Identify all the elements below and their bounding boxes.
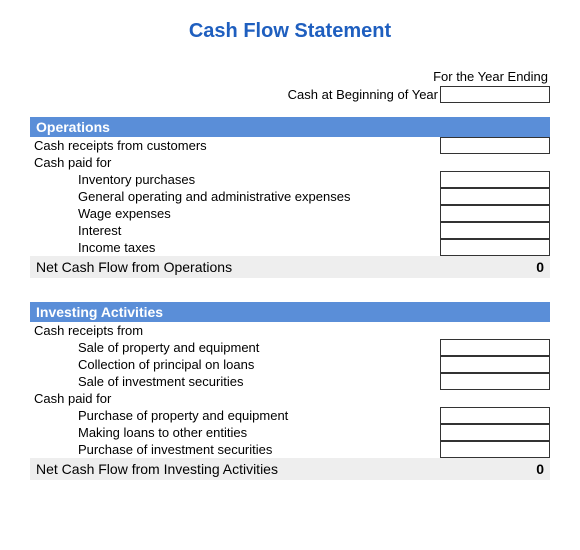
beginning-cash-input[interactable] xyxy=(440,86,550,103)
investing-loans-input[interactable] xyxy=(440,424,550,441)
beginning-cash-label: Cash at Beginning of Year xyxy=(288,87,440,102)
investing-collection-input[interactable] xyxy=(440,356,550,373)
investing-loans-label: Making loans to other entities xyxy=(30,425,440,440)
investing-header: Investing Activities xyxy=(30,302,550,322)
operations-taxes-input[interactable] xyxy=(440,239,550,256)
header-meta: For the Year Ending Cash at Beginning of… xyxy=(30,67,550,103)
page-title: Cash Flow Statement xyxy=(30,20,550,43)
investing-receipts-label: Cash receipts from xyxy=(30,323,550,338)
operations-interest-label: Interest xyxy=(30,223,440,238)
investing-title: Investing Activities xyxy=(36,304,163,320)
operations-inventory-input[interactable] xyxy=(440,171,550,188)
investing-sale-securities-input[interactable] xyxy=(440,373,550,390)
operations-interest-input[interactable] xyxy=(440,222,550,239)
operations-receipts-input[interactable] xyxy=(440,137,550,154)
operations-wage-label: Wage expenses xyxy=(30,206,440,221)
operations-subtotal-row: Net Cash Flow from Operations 0 xyxy=(30,256,550,278)
investing-purchase-securities-label: Purchase of investment securities xyxy=(30,442,440,457)
investing-sale-property-input[interactable] xyxy=(440,339,550,356)
operations-subtotal-value: 0 xyxy=(434,259,544,275)
operations-inventory-label: Inventory purchases xyxy=(30,172,440,187)
operations-title: Operations xyxy=(36,119,110,135)
investing-subtotal-row: Net Cash Flow from Investing Activities … xyxy=(30,458,550,480)
operations-general-input[interactable] xyxy=(440,188,550,205)
investing-subtotal-value: 0 xyxy=(434,461,544,477)
operations-paid-for-label: Cash paid for xyxy=(30,155,550,170)
investing-purchase-property-label: Purchase of property and equipment xyxy=(30,408,440,423)
year-ending-label: For the Year Ending xyxy=(433,69,550,84)
investing-paid-for-label: Cash paid for xyxy=(30,391,550,406)
investing-collection-label: Collection of principal on loans xyxy=(30,357,440,372)
operations-taxes-label: Income taxes xyxy=(30,240,440,255)
operations-subtotal-label: Net Cash Flow from Operations xyxy=(36,259,434,275)
operations-general-label: General operating and administrative exp… xyxy=(30,189,440,204)
operations-header: Operations xyxy=(30,117,550,137)
operations-receipts-label: Cash receipts from customers xyxy=(30,138,440,153)
investing-purchase-property-input[interactable] xyxy=(440,407,550,424)
investing-sale-property-label: Sale of property and equipment xyxy=(30,340,440,355)
investing-subtotal-label: Net Cash Flow from Investing Activities xyxy=(36,461,434,477)
operations-wage-input[interactable] xyxy=(440,205,550,222)
investing-purchase-securities-input[interactable] xyxy=(440,441,550,458)
investing-sale-securities-label: Sale of investment securities xyxy=(30,374,440,389)
